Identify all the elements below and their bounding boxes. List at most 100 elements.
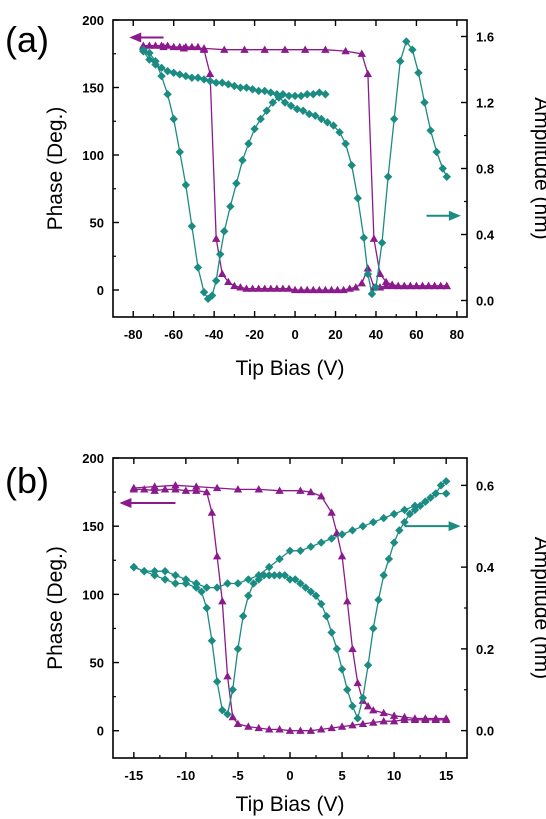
plot-frame	[112, 19, 468, 318]
data-point	[157, 71, 166, 81]
panel-label: (a)	[5, 19, 49, 60]
data-point	[192, 579, 201, 588]
data-point	[410, 501, 420, 511]
data-point	[430, 281, 439, 290]
data-point	[145, 48, 154, 58]
data-point	[254, 284, 263, 292]
data-point	[405, 509, 414, 519]
data-point	[321, 90, 330, 99]
series-line	[142, 39, 448, 300]
data-point	[348, 644, 357, 653]
data-point	[379, 513, 388, 523]
data-point	[212, 583, 222, 592]
data-point	[363, 269, 373, 279]
data-point	[421, 497, 430, 506]
y-tick-label: 200	[82, 13, 104, 28]
data-point	[359, 233, 369, 242]
data-point	[327, 628, 336, 637]
data-point	[151, 60, 160, 69]
y2-axis-title: Amplitude (nm)	[530, 97, 546, 239]
data-point	[301, 583, 310, 592]
y2-tick-label: 0.0	[476, 294, 494, 309]
y2-tick-label: 1.6	[476, 30, 494, 45]
data-point	[233, 485, 243, 493]
data-point	[317, 725, 326, 733]
data-point	[151, 41, 160, 49]
data-point	[353, 714, 362, 723]
data-point	[272, 284, 282, 292]
data-point	[329, 121, 338, 130]
data-point	[187, 222, 197, 231]
data-point	[275, 486, 284, 494]
x-tick-label: -10	[176, 768, 195, 783]
series-line	[133, 480, 447, 721]
data-point	[242, 83, 251, 92]
series-line	[143, 44, 447, 291]
data-point	[396, 57, 405, 66]
data-point	[171, 481, 180, 489]
series-phase	[139, 41, 451, 294]
data-point	[202, 487, 211, 496]
data-point	[220, 45, 229, 53]
data-point	[412, 281, 421, 290]
data-point	[337, 665, 347, 674]
data-point	[238, 156, 247, 165]
data-point	[371, 283, 381, 292]
data-point	[436, 281, 445, 290]
y-axis-title: Phase (Deg.)	[44, 546, 67, 670]
data-point	[244, 722, 253, 730]
data-point	[193, 73, 203, 82]
data-point	[264, 725, 274, 733]
data-point	[389, 114, 399, 124]
data-point	[171, 485, 180, 493]
chart-panel-a: -80 -60 -40 -20 0 20 40 60 80 0 50 100 150 200 0.0 0.4 0…	[5, 13, 546, 380]
data-point	[420, 98, 429, 107]
data-point	[327, 534, 336, 543]
y-axis-title: Phase (Deg.)	[44, 107, 67, 231]
data-point	[187, 73, 197, 82]
data-point	[358, 719, 368, 728]
data-point	[290, 91, 300, 101]
data-point	[254, 571, 263, 580]
data-point	[285, 726, 295, 734]
data-point	[402, 37, 411, 46]
data-point	[296, 726, 305, 734]
data-point	[358, 693, 368, 703]
data-point	[181, 180, 191, 190]
data-point	[284, 284, 294, 292]
data-point	[436, 481, 446, 490]
data-point	[369, 517, 378, 527]
x-tick-label: -5	[232, 768, 244, 783]
data-point	[327, 723, 336, 732]
data-point	[339, 285, 348, 294]
data-point	[211, 276, 221, 285]
y2-tick-label: 0.8	[476, 162, 494, 177]
data-point	[327, 508, 336, 516]
data-point	[369, 706, 378, 714]
data-point	[218, 269, 227, 277]
data-point	[414, 68, 423, 77]
data-point	[317, 599, 326, 609]
data-point	[145, 55, 154, 64]
data-point	[171, 571, 180, 580]
data-point	[205, 69, 215, 78]
data-point	[193, 42, 203, 51]
x-tick-label: 20	[328, 327, 342, 342]
data-point	[363, 69, 373, 78]
data-point	[426, 126, 435, 135]
data-point	[418, 281, 427, 290]
y-tick-label: 0	[97, 283, 104, 298]
data-point	[218, 596, 227, 605]
data-point	[374, 595, 383, 605]
data-point	[306, 587, 316, 596]
data-point	[140, 485, 149, 493]
data-point	[441, 714, 451, 722]
y2-axis-title: Amplitude (nm)	[530, 537, 546, 679]
data-point	[157, 63, 166, 73]
data-point	[192, 486, 201, 494]
series-amplitude	[129, 477, 451, 723]
data-point	[315, 285, 324, 294]
data-point	[284, 91, 294, 101]
data-point	[139, 47, 148, 56]
